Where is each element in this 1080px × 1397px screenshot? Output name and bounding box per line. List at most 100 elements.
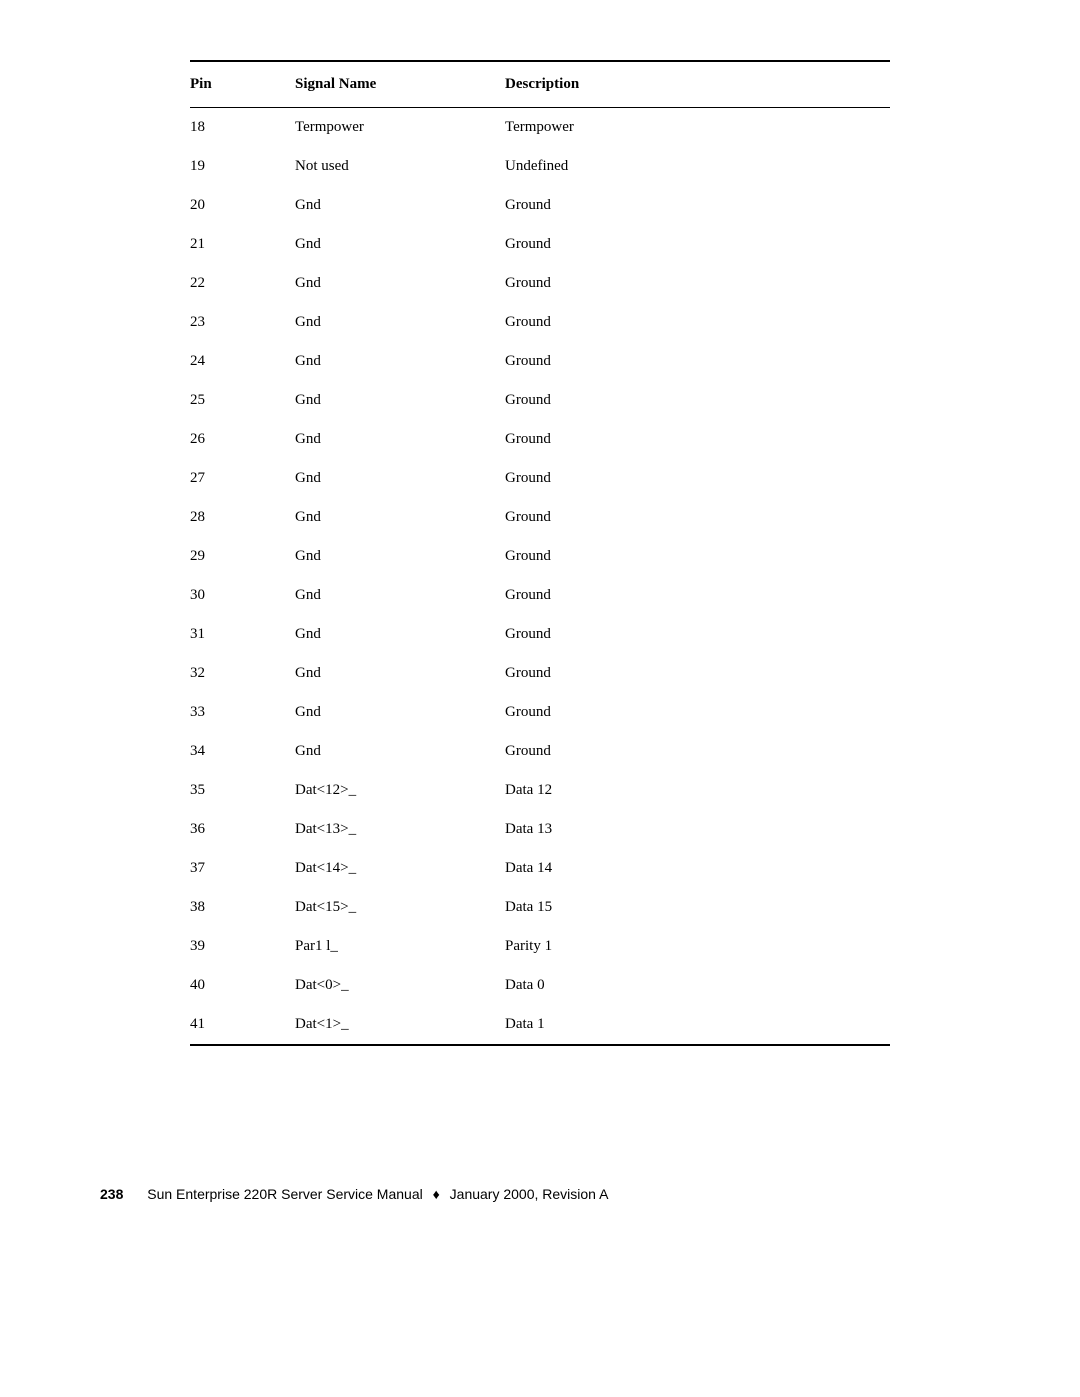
cell-signal: Gnd xyxy=(295,498,505,537)
cell-pin: 40 xyxy=(190,966,295,1005)
table-row: 23GndGround xyxy=(190,303,890,342)
page-number: 238 xyxy=(100,1186,123,1202)
cell-pin: 26 xyxy=(190,420,295,459)
col-header-pin: Pin xyxy=(190,61,295,108)
cell-pin: 23 xyxy=(190,303,295,342)
cell-description: Ground xyxy=(505,381,890,420)
table-row: 20GndGround xyxy=(190,186,890,225)
cell-signal: Gnd xyxy=(295,615,505,654)
cell-pin: 33 xyxy=(190,693,295,732)
cell-pin: 37 xyxy=(190,849,295,888)
table-header-row: Pin Signal Name Description xyxy=(190,61,890,108)
table-row: 33GndGround xyxy=(190,693,890,732)
table-row: 31GndGround xyxy=(190,615,890,654)
table-row: 25GndGround xyxy=(190,381,890,420)
cell-description: Undefined xyxy=(505,147,890,186)
cell-description: Ground xyxy=(505,537,890,576)
cell-description: Data 13 xyxy=(505,810,890,849)
page-body: Pin Signal Name Description 18TermpowerT… xyxy=(0,0,1080,1146)
cell-signal: Gnd xyxy=(295,186,505,225)
cell-description: Ground xyxy=(505,186,890,225)
cell-description: Ground xyxy=(505,576,890,615)
table-row: 24GndGround xyxy=(190,342,890,381)
cell-description: Data 14 xyxy=(505,849,890,888)
cell-signal: Not used xyxy=(295,147,505,186)
cell-signal: Gnd xyxy=(295,537,505,576)
table-row: 40Dat<0>_Data 0 xyxy=(190,966,890,1005)
cell-pin: 30 xyxy=(190,576,295,615)
table-row: 28GndGround xyxy=(190,498,890,537)
cell-pin: 24 xyxy=(190,342,295,381)
cell-description: Ground xyxy=(505,225,890,264)
cell-signal: Dat<14>_ xyxy=(295,849,505,888)
cell-description: Data 15 xyxy=(505,888,890,927)
footer-revision: January 2000, Revision A xyxy=(450,1186,609,1202)
table-row: 21GndGround xyxy=(190,225,890,264)
cell-pin: 32 xyxy=(190,654,295,693)
cell-description: Ground xyxy=(505,459,890,498)
cell-pin: 22 xyxy=(190,264,295,303)
cell-description: Ground xyxy=(505,732,890,771)
col-header-signal: Signal Name xyxy=(295,61,505,108)
cell-signal: Gnd xyxy=(295,576,505,615)
cell-signal: Dat<1>_ xyxy=(295,1005,505,1045)
cell-signal: Gnd xyxy=(295,381,505,420)
table-row: 32GndGround xyxy=(190,654,890,693)
cell-pin: 25 xyxy=(190,381,295,420)
cell-signal: Dat<12>_ xyxy=(295,771,505,810)
col-header-desc: Description xyxy=(505,61,890,108)
cell-pin: 38 xyxy=(190,888,295,927)
cell-pin: 27 xyxy=(190,459,295,498)
cell-signal: Gnd xyxy=(295,420,505,459)
footer-separator-icon: ♦ xyxy=(433,1186,440,1202)
cell-signal: Gnd xyxy=(295,225,505,264)
table-row: 35Dat<12>_Data 12 xyxy=(190,771,890,810)
cell-description: Data 1 xyxy=(505,1005,890,1045)
table-row: 29GndGround xyxy=(190,537,890,576)
cell-signal: Gnd xyxy=(295,693,505,732)
cell-pin: 18 xyxy=(190,108,295,148)
cell-pin: 29 xyxy=(190,537,295,576)
cell-description: Ground xyxy=(505,654,890,693)
cell-description: Ground xyxy=(505,342,890,381)
table-row: 38Dat<15>_Data 15 xyxy=(190,888,890,927)
cell-description: Ground xyxy=(505,420,890,459)
cell-signal: Gnd xyxy=(295,654,505,693)
cell-signal: Gnd xyxy=(295,264,505,303)
cell-signal: Gnd xyxy=(295,342,505,381)
cell-pin: 19 xyxy=(190,147,295,186)
table-row: 18TermpowerTermpower xyxy=(190,108,890,148)
table-row: 19Not usedUndefined xyxy=(190,147,890,186)
cell-pin: 31 xyxy=(190,615,295,654)
cell-pin: 21 xyxy=(190,225,295,264)
table-row: 37Dat<14>_Data 14 xyxy=(190,849,890,888)
table-row: 34GndGround xyxy=(190,732,890,771)
cell-signal: Gnd xyxy=(295,459,505,498)
cell-signal: Gnd xyxy=(295,303,505,342)
footer-title: Sun Enterprise 220R Server Service Manua… xyxy=(147,1186,422,1202)
cell-signal: Termpower xyxy=(295,108,505,148)
table-row: 27GndGround xyxy=(190,459,890,498)
cell-pin: 39 xyxy=(190,927,295,966)
cell-signal: Dat<13>_ xyxy=(295,810,505,849)
cell-description: Ground xyxy=(505,303,890,342)
cell-description: Data 12 xyxy=(505,771,890,810)
cell-description: Ground xyxy=(505,615,890,654)
table-row: 30GndGround xyxy=(190,576,890,615)
cell-pin: 34 xyxy=(190,732,295,771)
cell-description: Data 0 xyxy=(505,966,890,1005)
cell-signal: Gnd xyxy=(295,732,505,771)
cell-pin: 35 xyxy=(190,771,295,810)
cell-description: Termpower xyxy=(505,108,890,148)
table-row: 41Dat<1>_Data 1 xyxy=(190,1005,890,1045)
cell-pin: 20 xyxy=(190,186,295,225)
cell-pin: 41 xyxy=(190,1005,295,1045)
cell-pin: 36 xyxy=(190,810,295,849)
page-footer: 238 Sun Enterprise 220R Server Service M… xyxy=(0,1186,1080,1202)
table-row: 22GndGround xyxy=(190,264,890,303)
table-row: 39Par1 l_Parity 1 xyxy=(190,927,890,966)
table-row: 36Dat<13>_Data 13 xyxy=(190,810,890,849)
cell-signal: Dat<0>_ xyxy=(295,966,505,1005)
table-row: 26GndGround xyxy=(190,420,890,459)
cell-description: Ground xyxy=(505,498,890,537)
